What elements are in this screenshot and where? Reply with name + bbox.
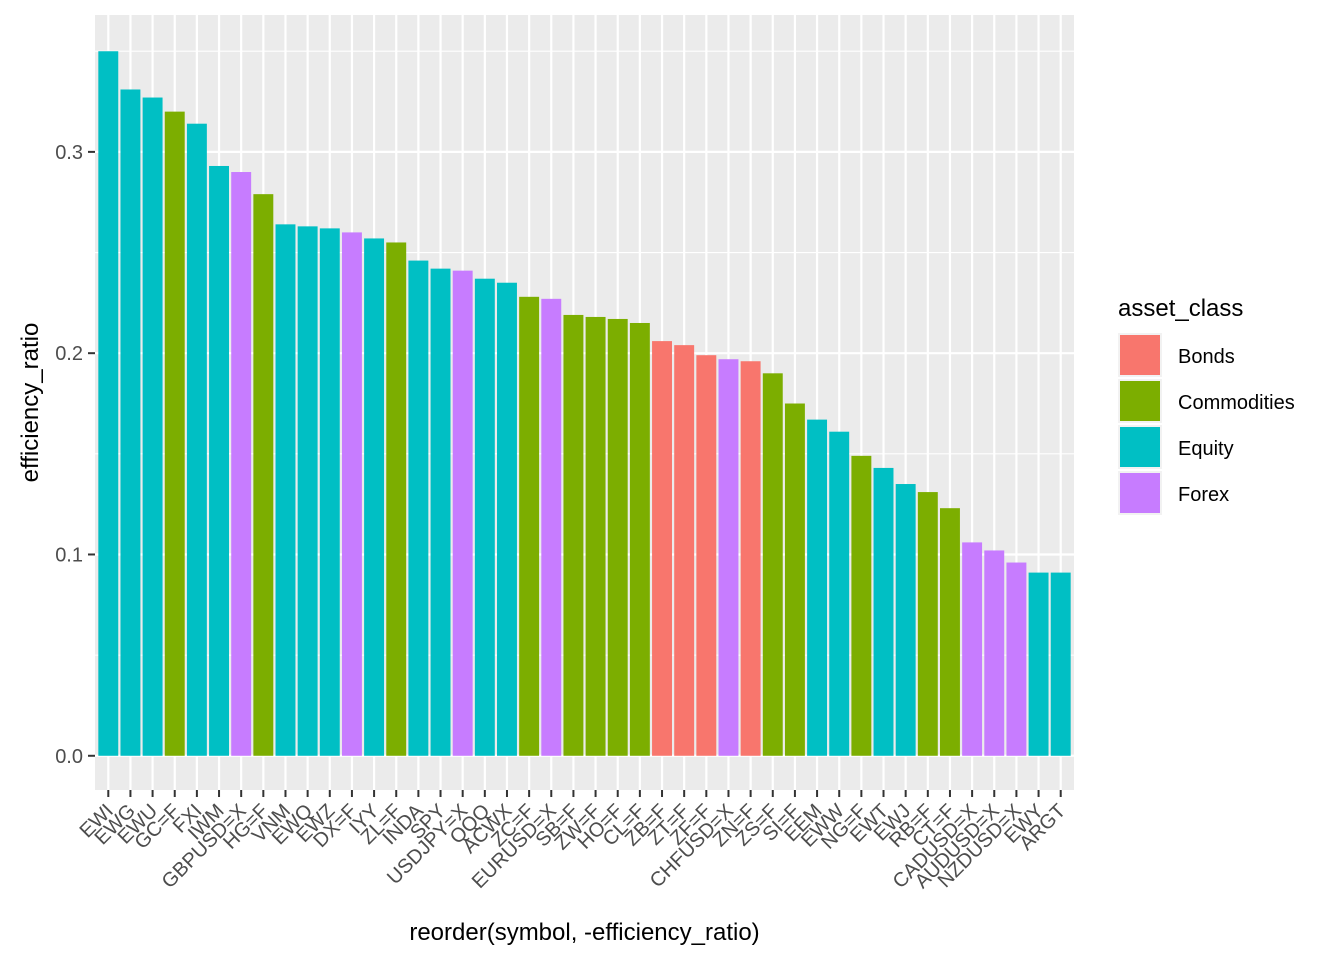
- bar-spy: [430, 268, 451, 756]
- bar-usdjpy-x: [452, 270, 473, 756]
- legend-label-bonds: Bonds: [1178, 346, 1235, 368]
- x-axis-title: reorder(symbol, -efficiency_ratio): [409, 919, 759, 946]
- legend-key-commodities: [1120, 381, 1160, 421]
- bar-gc-f: [164, 111, 185, 756]
- bar-gbpusd-x: [231, 172, 252, 756]
- bar-ho-f: [607, 318, 628, 756]
- bar-zl-f: [386, 242, 407, 756]
- bar-ewz: [319, 228, 340, 756]
- bar-zf-f: [696, 355, 717, 756]
- bar-vnm: [275, 224, 296, 756]
- bar-ewu: [142, 97, 163, 756]
- bar-si-f: [784, 403, 805, 756]
- bar-zn-f: [740, 361, 761, 756]
- bar-zb-f: [652, 341, 672, 756]
- bar-chfusd-x: [718, 359, 739, 756]
- y-tick-label: 0.1: [55, 544, 83, 566]
- bar-ct-f: [939, 508, 960, 756]
- legend-label-equity: Equity: [1178, 438, 1234, 460]
- bar-sb-f: [563, 314, 584, 756]
- bar-iwm: [209, 165, 230, 756]
- bar-eurusd-x: [541, 298, 562, 756]
- bar-zc-f: [519, 296, 540, 756]
- legend-label-commodities: Commodities: [1178, 392, 1295, 414]
- legend-key-equity: [1120, 427, 1160, 467]
- bar-ewt: [873, 467, 894, 756]
- bar-cadusd-x: [962, 542, 983, 756]
- bar-zs-f: [762, 373, 783, 756]
- legend: asset_class Bonds Commodities Equity Forex: [1118, 295, 1295, 515]
- y-tick-label: 0.3: [55, 142, 83, 164]
- legend-key-forex: [1120, 473, 1160, 513]
- bar-eww: [829, 431, 850, 756]
- bar-fxi: [186, 123, 207, 756]
- y-axis-title: efficiency_ratio: [17, 323, 44, 483]
- bar-argt: [1050, 572, 1071, 756]
- bar-ewy: [1028, 572, 1049, 756]
- bar-ewg: [120, 89, 141, 756]
- bar-qqq: [474, 278, 495, 756]
- y-tick-label: 0.2: [55, 343, 83, 365]
- bar-nzdusd-x: [1006, 562, 1027, 756]
- bar-iyy: [364, 238, 385, 756]
- bar-zt-f: [674, 345, 695, 756]
- bar-zw-f: [585, 316, 606, 756]
- bar-cl-f: [629, 322, 650, 756]
- legend-key-bonds: [1120, 335, 1160, 375]
- legend-label-forex: Forex: [1178, 484, 1229, 506]
- bar-ewq: [297, 226, 318, 756]
- bar-dx-f: [341, 232, 362, 756]
- bar-inda: [408, 260, 429, 756]
- bar-eem: [807, 419, 828, 756]
- bar-ewj: [895, 484, 916, 756]
- bar-audusd-x: [984, 550, 1005, 756]
- bar-ewi: [98, 51, 119, 756]
- bar-rb-f: [917, 492, 938, 756]
- bar-acwx: [497, 282, 517, 756]
- bars-group: [98, 51, 1071, 756]
- bar-hg-f: [253, 194, 274, 756]
- legend-title: asset_class: [1118, 295, 1243, 322]
- y-axis: 0.0 0.1 0.2 0.3: [55, 142, 95, 768]
- x-axis: EWIEWGEWUGC=FFXIIWMGBPUSD=XHG=FVNMEWQEWZ…: [76, 790, 1070, 893]
- y-tick-label: 0.0: [55, 746, 83, 768]
- bar-ng-f: [851, 455, 872, 756]
